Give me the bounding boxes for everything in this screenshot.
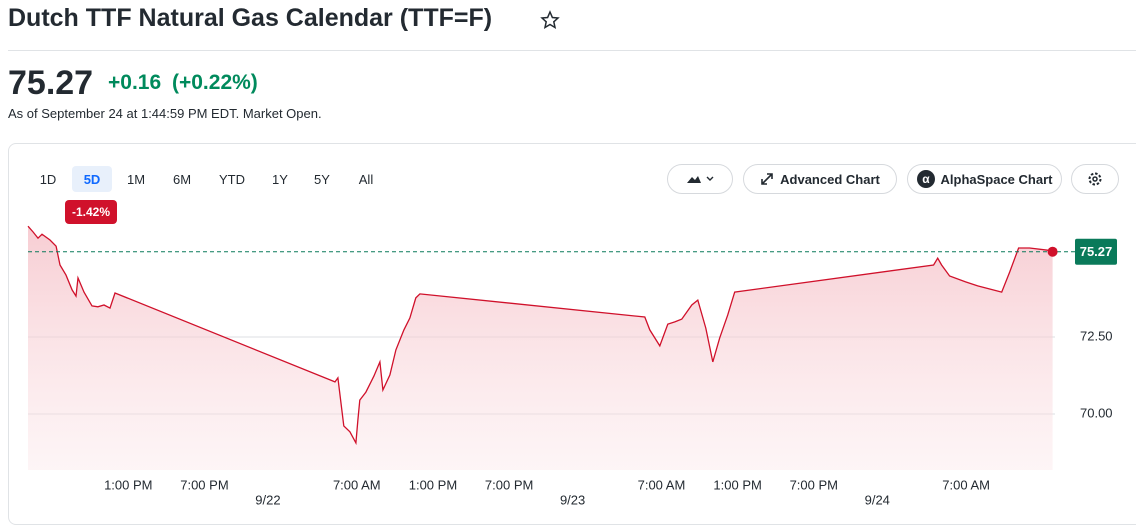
alphaspace-button[interactable]: α AlphaSpace Chart	[907, 164, 1062, 194]
y-tick-label: 72.50	[1080, 328, 1113, 343]
x-tick-label: 7:00 PM	[485, 477, 533, 492]
divider	[8, 50, 1136, 51]
x-tick-label: 7:00 PM	[790, 477, 838, 492]
alphaspace-label: AlphaSpace Chart	[940, 171, 1053, 187]
gear-icon	[1088, 172, 1102, 186]
range-button[interactable]: 1M	[126, 171, 146, 187]
range-button[interactable]: All	[358, 171, 374, 187]
range-button[interactable]: 1D	[39, 171, 57, 187]
current-price-label: 75.27	[1080, 244, 1113, 259]
chart-type-icon	[687, 176, 714, 183]
settings-button[interactable]	[1071, 164, 1119, 194]
x-tick-label: 1:00 PM	[104, 477, 152, 492]
range-change-badge: -1.42%	[65, 200, 117, 224]
advanced-chart-button[interactable]: Advanced Chart	[743, 164, 897, 194]
x-tick-label: 7:00 AM	[333, 477, 381, 492]
as-of: As of September 24 at 1:44:59 PM EDT. Ma…	[8, 106, 322, 121]
x-tick-label: 7:00 AM	[942, 477, 990, 492]
x-date-label: 9/22	[255, 492, 280, 507]
area	[28, 226, 1053, 470]
price-line	[27, 225, 1053, 446]
current-price-badge	[1075, 238, 1117, 265]
page: Dutch TTF Natural Gas Calendar (TTF=F) 7…	[8, 4, 1136, 525]
price: 75.27	[8, 64, 94, 102]
x-tick-label: 7:00 PM	[180, 477, 228, 492]
alphaspace-icon: α	[916, 170, 935, 188]
range-button[interactable]: 6M	[172, 171, 192, 187]
chart-type-button[interactable]	[667, 164, 733, 194]
x-tick-label: 1:00 PM	[409, 477, 457, 492]
range-button[interactable]: YTD	[219, 171, 245, 187]
y-tick-label: 70.00	[1080, 405, 1113, 420]
advanced-chart-label: Advanced Chart	[780, 171, 880, 187]
range-button[interactable]: 5Y	[314, 171, 330, 187]
current-dot	[1047, 246, 1058, 257]
range-button[interactable]: 1Y	[272, 171, 288, 187]
range-button[interactable]: 5D	[72, 166, 112, 192]
change-percent: (+0.22%)	[172, 71, 258, 94]
x-tick-label: 1:00 PM	[713, 477, 761, 492]
expand-icon	[761, 173, 773, 185]
x-tick-label: 7:00 AM	[638, 477, 686, 492]
title: Dutch TTF Natural Gas Calendar (TTF=F)	[8, 4, 493, 32]
x-date-label: 9/23	[560, 492, 585, 507]
chart: 70.00 72.50 1:00 PM 7:00 PM 9/22 7:00 AM 1:00 …	[27, 225, 1117, 507]
svg-text:α: α	[922, 172, 930, 186]
change: +0.16	[108, 71, 162, 94]
watch-star[interactable]	[540, 10, 560, 30]
x-date-label: 9/24	[865, 492, 890, 507]
